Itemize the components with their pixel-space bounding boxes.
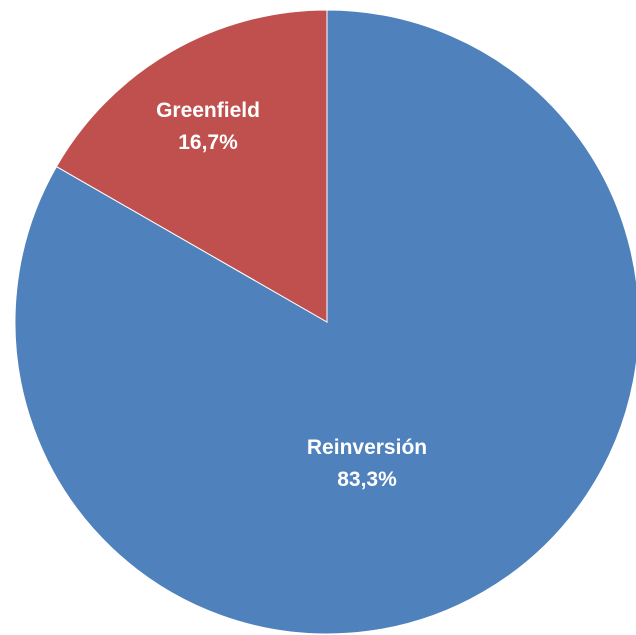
pie-slice-reinversion <box>14 9 636 635</box>
slice-label-reinversion: Reinversión <box>307 436 427 459</box>
slice-value-reinversion: 83,3% <box>337 468 397 491</box>
slice-value-greenfield: 16,7% <box>178 131 238 154</box>
slice-label-greenfield: Greenfield <box>156 99 260 122</box>
pie-slice-greenfield <box>55 9 328 323</box>
